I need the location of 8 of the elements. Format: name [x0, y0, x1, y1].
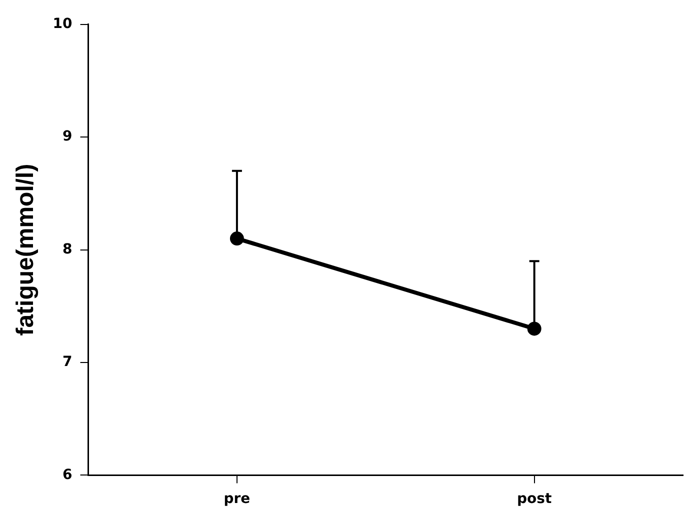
- y-axis-title: fatigue(mmol/l): [12, 164, 40, 336]
- y-tick-label: 6: [62, 466, 72, 483]
- y-tick-label: 10: [52, 16, 73, 32]
- y-tick-label: 9: [62, 128, 72, 145]
- y-tick-label: 8: [62, 241, 72, 258]
- y-tick-label: 7: [62, 354, 72, 370]
- x-tick-label: post: [516, 491, 552, 508]
- x-tick-label: pre: [224, 491, 250, 508]
